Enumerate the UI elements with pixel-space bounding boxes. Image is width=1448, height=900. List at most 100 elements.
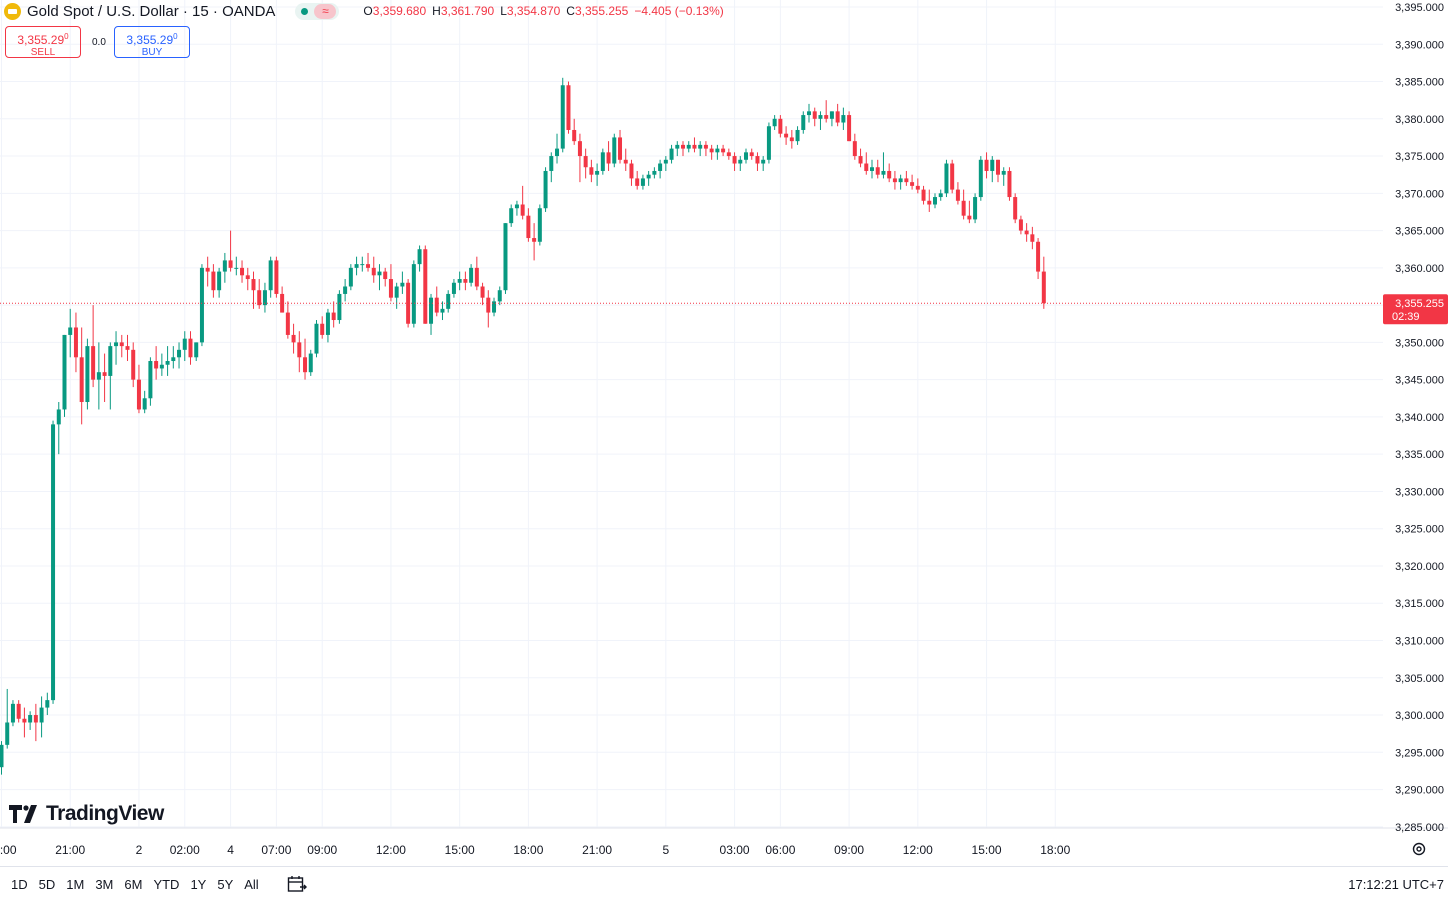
- candle: [950, 159, 955, 194]
- calendar-range-icon[interactable]: [287, 875, 307, 893]
- candle: [96, 342, 101, 410]
- candle: [698, 141, 703, 157]
- candle-body: [658, 163, 663, 171]
- candle: [572, 118, 577, 145]
- candle: [686, 141, 691, 153]
- candle-body: [291, 334, 296, 343]
- candle: [469, 264, 474, 287]
- candle: [366, 252, 371, 272]
- range-button-ytd[interactable]: YTD: [153, 877, 180, 892]
- candle-body: [62, 334, 67, 410]
- price-tick-label: 3,360.000: [1395, 263, 1444, 275]
- candle-body: [738, 159, 743, 164]
- range-button-all[interactable]: All: [244, 877, 259, 892]
- candle-body: [778, 118, 783, 134]
- candle-body: [73, 327, 78, 358]
- candle: [33, 703, 38, 742]
- candle: [343, 279, 348, 302]
- candle: [1030, 226, 1035, 250]
- candle-body: [199, 267, 204, 343]
- candle: [555, 133, 560, 164]
- candle: [10, 700, 15, 727]
- candle: [28, 711, 33, 730]
- sell-button[interactable]: 3,355.290 SELL: [5, 26, 81, 58]
- candle: [984, 152, 989, 179]
- candle: [5, 688, 10, 749]
- candle-body: [635, 178, 640, 186]
- range-button-3m[interactable]: 3M: [95, 877, 114, 892]
- candle: [314, 320, 319, 358]
- candle: [623, 148, 628, 171]
- candle-body: [451, 282, 456, 294]
- candle: [423, 245, 428, 324]
- candle-body: [1013, 197, 1018, 220]
- price-tick-label: 3,330.000: [1395, 486, 1444, 498]
- candle-body: [423, 249, 428, 324]
- candle: [732, 152, 737, 171]
- price-chart[interactable]: 18:00 21:00 2 02:00 4 07:00 09:00 12:00 15:00 18:…: [0, 0, 1448, 866]
- range-button-1m[interactable]: 1M: [66, 877, 85, 892]
- range-button-1d[interactable]: 1D: [11, 877, 28, 892]
- price-tick-label: 3,395.000: [1395, 2, 1444, 14]
- candle: [618, 129, 623, 164]
- range-button-5y[interactable]: 5Y: [217, 877, 234, 892]
- price-tick-label: 3,305.000: [1395, 673, 1444, 685]
- price-axis[interactable]: 3,395.000 3,390.000 3,385.000 3,380.000 3,37…: [1395, 2, 1444, 834]
- candle-body: [566, 85, 571, 130]
- candle-body: [274, 260, 279, 294]
- candle: [669, 144, 674, 164]
- candle-body: [148, 361, 153, 399]
- time-tick-label: 4: [227, 843, 234, 857]
- symbol-title[interactable]: Gold Spot / U.S. Dollar · 15 · OANDA: [27, 2, 276, 20]
- candle-body: [577, 141, 582, 157]
- price-tick-label: 3,370.000: [1395, 188, 1444, 200]
- candle: [125, 334, 130, 362]
- candle-body: [829, 111, 834, 119]
- candle-body: [394, 286, 399, 298]
- candle: [955, 182, 960, 205]
- candle-body: [194, 342, 199, 358]
- candle-body: [503, 223, 508, 291]
- tradingview-logo[interactable]: TradingView: [9, 802, 164, 826]
- candle: [222, 252, 227, 283]
- range-button-1y[interactable]: 1Y: [190, 877, 207, 892]
- time-axis[interactable]: 18:00 21:00 2 02:00 4 07:00 09:00 12:00 15:00 18:…: [0, 827, 1448, 857]
- candle: [944, 159, 949, 198]
- gear-icon[interactable]: [1411, 841, 1427, 857]
- candle-body: [171, 357, 176, 362]
- candle-body: [944, 163, 949, 194]
- candle: [257, 279, 262, 309]
- wave-icon[interactable]: ≈: [314, 3, 337, 19]
- candle-body: [864, 163, 869, 171]
- candle: [967, 200, 972, 224]
- candle-body: [314, 323, 319, 354]
- buy-button[interactable]: 3,355.290 BUY: [114, 26, 190, 58]
- candle-body: [474, 267, 479, 287]
- range-button-5d[interactable]: 5D: [38, 877, 56, 892]
- current-price-tag: [1383, 294, 1448, 325]
- market-status[interactable]: ≈: [295, 2, 340, 20]
- candle-body: [640, 178, 645, 186]
- candle-body: [96, 372, 101, 380]
- candle-body: [383, 271, 388, 280]
- clock-timezone[interactable]: 17:12:21 UTC+7: [1348, 877, 1444, 892]
- candle: [377, 264, 382, 291]
- candle: [492, 297, 497, 317]
- candle-body: [595, 170, 600, 175]
- candle: [870, 159, 875, 179]
- time-tick-label: 02:00: [170, 843, 200, 857]
- candle: [497, 286, 502, 306]
- candle-body: [434, 297, 439, 313]
- candle-body: [681, 144, 686, 149]
- time-tick-label: 03:00: [720, 843, 750, 857]
- candle-body: [950, 163, 955, 190]
- candle: [114, 331, 119, 365]
- candle-body: [978, 159, 983, 198]
- symbol-header[interactable]: Gold Spot / U.S. Dollar · 15 · OANDA ≈ O…: [4, 0, 724, 22]
- candle: [1024, 223, 1029, 242]
- candle-body: [646, 174, 651, 179]
- candle: [807, 103, 812, 123]
- time-tick-label: 18:00: [513, 843, 543, 857]
- candle: [761, 156, 766, 171]
- range-button-6m[interactable]: 6M: [124, 877, 143, 892]
